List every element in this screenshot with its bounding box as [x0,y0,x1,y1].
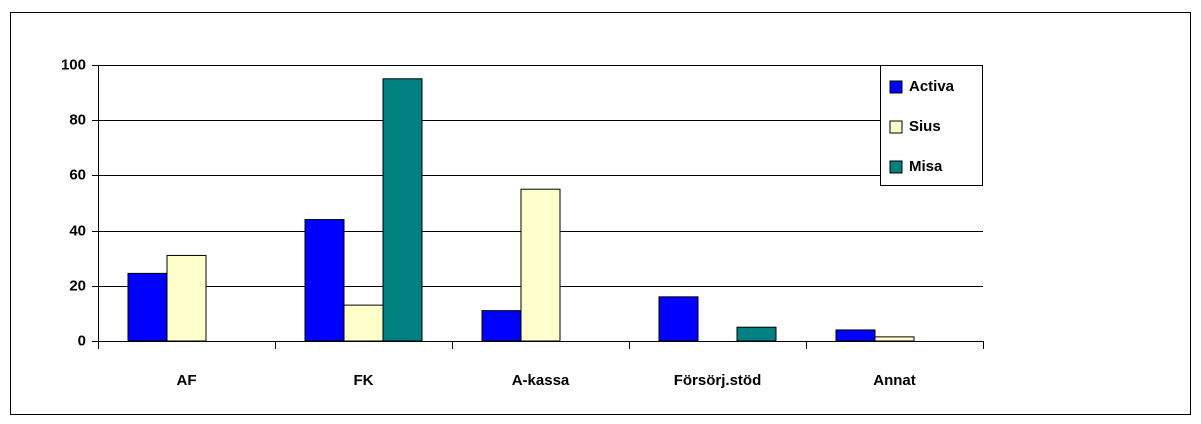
y-tick-label: 0 [78,332,86,349]
bar [835,329,876,342]
legend-label: Activa [909,78,955,95]
bar [658,296,699,342]
bar [166,254,207,342]
legend-swatch [889,120,903,134]
y-tick-label: 20 [69,277,86,294]
bar [481,310,522,342]
x-tick-label: FK [354,372,374,389]
bar [520,188,561,342]
bar [127,272,168,342]
legend-swatch [889,160,903,174]
chart-frame [10,12,1191,415]
bar [382,78,423,342]
y-tick-label: 80 [69,111,86,128]
x-tick-label: AF [177,372,197,389]
x-tick-label: A-kassa [512,372,570,389]
bar [874,336,915,342]
bar [304,219,345,342]
y-tick-label: 100 [61,56,86,73]
legend-label: Sius [909,118,941,135]
legend-swatch [889,80,903,94]
y-tick-label: 60 [69,166,86,183]
bar [343,304,384,342]
x-tick-label: Annat [873,372,916,389]
y-tick-label: 40 [69,222,86,239]
bar [736,326,777,342]
x-tick-label: Försörj.stöd [674,372,762,389]
legend-label: Misa [909,158,943,175]
